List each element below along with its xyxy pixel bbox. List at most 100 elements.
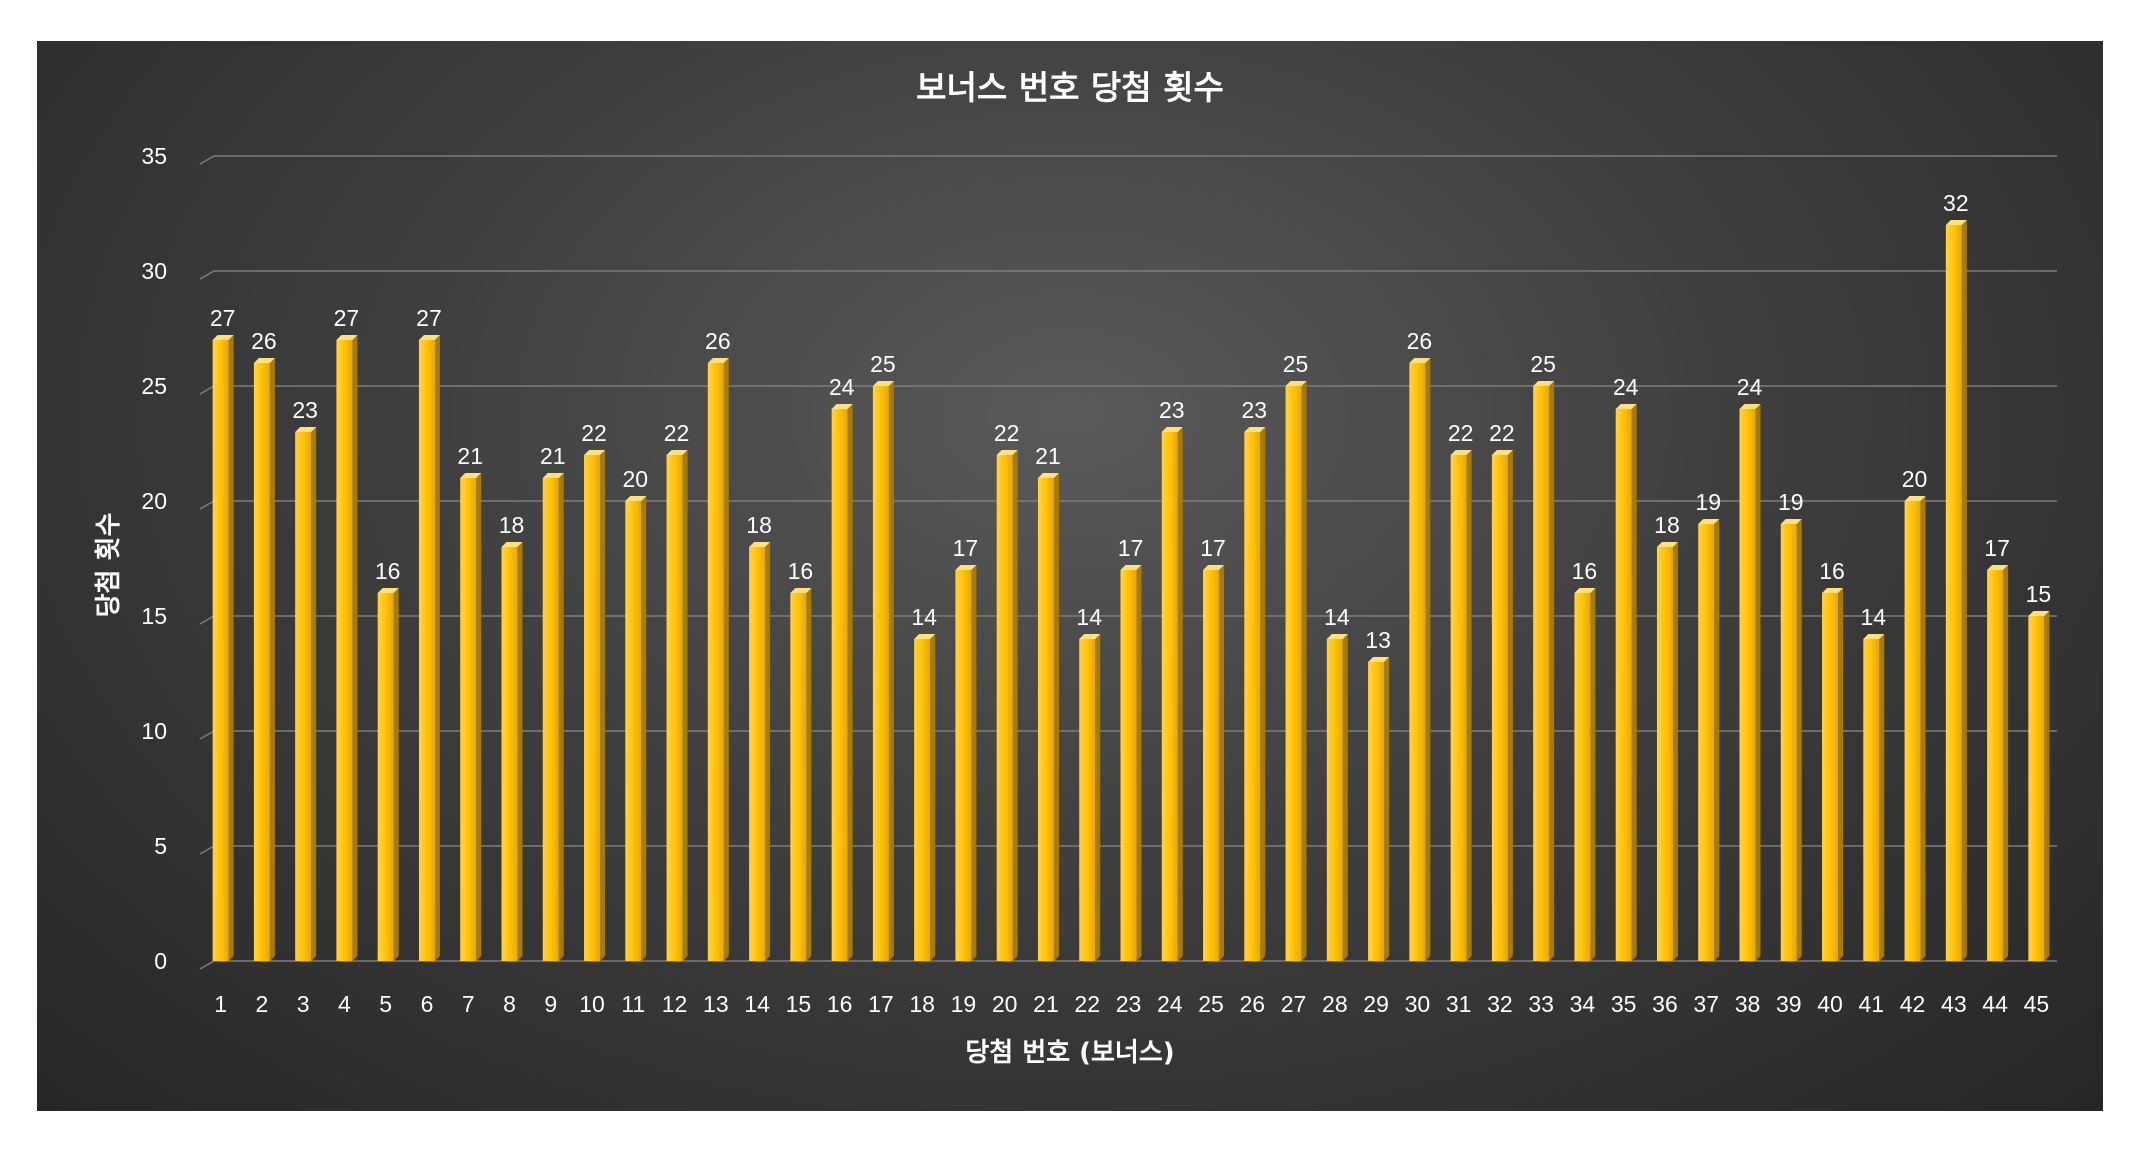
data-label: 27 — [334, 305, 360, 331]
bar-top — [584, 450, 606, 455]
bar-side — [1136, 565, 1142, 961]
bar-side — [434, 335, 440, 961]
bar-top — [1450, 450, 1472, 455]
x-tick-label: 14 — [744, 991, 770, 1017]
bar-front — [1409, 363, 1426, 961]
bar — [460, 473, 482, 961]
bar-top — [666, 450, 688, 455]
bar-front — [336, 340, 353, 961]
x-tick-label: 16 — [827, 991, 853, 1017]
bar — [542, 473, 564, 961]
bar — [295, 427, 317, 961]
bar-side — [1920, 496, 1926, 961]
bar-side — [641, 496, 647, 961]
bar-front — [1203, 570, 1220, 961]
data-label: 16 — [1572, 558, 1598, 584]
bar-front — [1698, 524, 1715, 961]
x-tick-label: 38 — [1735, 991, 1761, 1017]
gridline-tick — [199, 155, 215, 165]
data-label: 23 — [292, 397, 318, 423]
bar-top — [790, 588, 812, 593]
bar-side — [1755, 404, 1761, 961]
bar-top — [212, 335, 234, 340]
y-tick-label: 35 — [141, 143, 167, 169]
x-tick-label: 9 — [544, 991, 557, 1017]
x-tick-label: 2 — [256, 991, 269, 1017]
x-tick-label: 40 — [1817, 991, 1843, 1017]
bar-front — [625, 501, 642, 961]
bar-top — [1491, 450, 1513, 455]
bar-front — [1079, 639, 1096, 961]
bar-top — [1203, 565, 1225, 570]
bar-front — [2028, 616, 2045, 961]
gridline-tick — [199, 960, 215, 970]
bar-front — [501, 547, 518, 961]
x-tick-label: 33 — [1528, 991, 1554, 1017]
data-label: 25 — [870, 351, 896, 377]
data-label: 25 — [1530, 351, 1556, 377]
bar-side — [1961, 220, 1967, 961]
bar-front — [584, 455, 601, 961]
x-tick-label: 22 — [1074, 991, 1100, 1017]
bar-top — [707, 358, 729, 363]
bar-top — [1615, 404, 1637, 409]
bar-side — [1301, 381, 1307, 961]
x-axis-title: 당첨 번호 (보너스) — [965, 1038, 1174, 1068]
x-tick-label: 13 — [703, 991, 729, 1017]
x-tick-label: 6 — [421, 991, 434, 1017]
bar-side — [1672, 542, 1678, 961]
bar-side — [888, 381, 894, 961]
bar-front — [212, 340, 229, 961]
bar-top — [1904, 496, 1926, 501]
bar — [1244, 427, 1266, 961]
bar-side — [1260, 427, 1266, 961]
bar-side — [1219, 565, 1225, 961]
y-tick-label: 10 — [141, 718, 167, 744]
bar-top — [996, 450, 1018, 455]
bar-front — [831, 409, 848, 961]
data-label: 15 — [2026, 581, 2052, 607]
bar-side — [269, 358, 275, 961]
x-tick-label: 30 — [1405, 991, 1431, 1017]
bar-front — [253, 363, 270, 961]
x-axis-ticks: 1 2 3 4 5 6 7 8 9 10 11 12 13 14 15 16 17 18 19 20 21 22 23 24 2… — [214, 991, 2049, 1017]
bar-side — [1012, 450, 1018, 961]
bar-top — [253, 358, 275, 363]
data-label: 14 — [1076, 604, 1102, 630]
y-axis-title: 당첨 횟수 — [94, 513, 124, 618]
bar-side — [1053, 473, 1059, 961]
bar — [1079, 634, 1101, 961]
data-label: 19 — [1695, 489, 1721, 515]
bar — [212, 335, 234, 961]
data-label: 18 — [499, 512, 525, 538]
bar-front — [1739, 409, 1756, 961]
y-tick-label: 5 — [154, 833, 167, 859]
gridline-tick — [199, 615, 215, 625]
bar-side — [1507, 450, 1513, 961]
bar-side — [1549, 381, 1555, 961]
data-label: 13 — [1365, 627, 1391, 653]
bar — [253, 358, 275, 961]
bar-top — [460, 473, 482, 478]
bar — [1533, 381, 1555, 961]
bar-side — [723, 358, 729, 961]
bar-top — [1120, 565, 1142, 570]
bar — [1698, 519, 1720, 961]
bar-side — [2044, 611, 2050, 961]
bar-top — [1037, 473, 1059, 478]
data-label: 23 — [1159, 397, 1185, 423]
bar-side — [1466, 450, 1472, 961]
data-label: 24 — [1613, 374, 1639, 400]
bar-front — [996, 455, 1013, 961]
bar-top — [1368, 657, 1390, 662]
bar-side — [1796, 519, 1802, 961]
data-label: 14 — [911, 604, 937, 630]
x-tick-label: 1 — [214, 991, 227, 1017]
bar-side — [682, 450, 688, 961]
bar — [831, 404, 853, 961]
bar-side — [393, 588, 399, 961]
bar-top — [1656, 542, 1678, 547]
x-tick-label: 37 — [1693, 991, 1719, 1017]
bar-side — [228, 335, 234, 961]
